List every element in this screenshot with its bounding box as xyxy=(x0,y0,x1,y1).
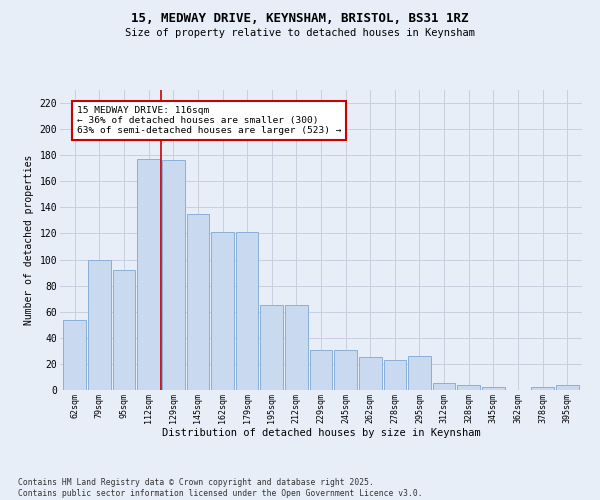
Bar xyxy=(556,385,578,390)
Bar xyxy=(334,350,357,390)
Bar xyxy=(187,214,209,390)
Bar xyxy=(383,360,406,390)
Bar xyxy=(408,356,431,390)
Y-axis label: Number of detached properties: Number of detached properties xyxy=(24,155,34,325)
Text: 15, MEDWAY DRIVE, KEYNSHAM, BRISTOL, BS31 1RZ: 15, MEDWAY DRIVE, KEYNSHAM, BRISTOL, BS3… xyxy=(131,12,469,26)
Bar xyxy=(359,358,382,390)
Text: 15 MEDWAY DRIVE: 116sqm
← 36% of detached houses are smaller (300)
63% of semi-d: 15 MEDWAY DRIVE: 116sqm ← 36% of detache… xyxy=(77,106,341,136)
Bar xyxy=(162,160,185,390)
Bar xyxy=(433,384,455,390)
Bar xyxy=(482,388,505,390)
Bar xyxy=(64,320,86,390)
Bar xyxy=(88,260,111,390)
X-axis label: Distribution of detached houses by size in Keynsham: Distribution of detached houses by size … xyxy=(161,428,481,438)
Text: Contains HM Land Registry data © Crown copyright and database right 2025.
Contai: Contains HM Land Registry data © Crown c… xyxy=(18,478,422,498)
Bar xyxy=(211,232,234,390)
Bar xyxy=(457,385,480,390)
Bar xyxy=(285,305,308,390)
Bar xyxy=(260,305,283,390)
Bar xyxy=(531,388,554,390)
Bar xyxy=(310,350,332,390)
Text: Size of property relative to detached houses in Keynsham: Size of property relative to detached ho… xyxy=(125,28,475,38)
Bar xyxy=(137,159,160,390)
Bar xyxy=(236,232,259,390)
Bar xyxy=(113,270,136,390)
